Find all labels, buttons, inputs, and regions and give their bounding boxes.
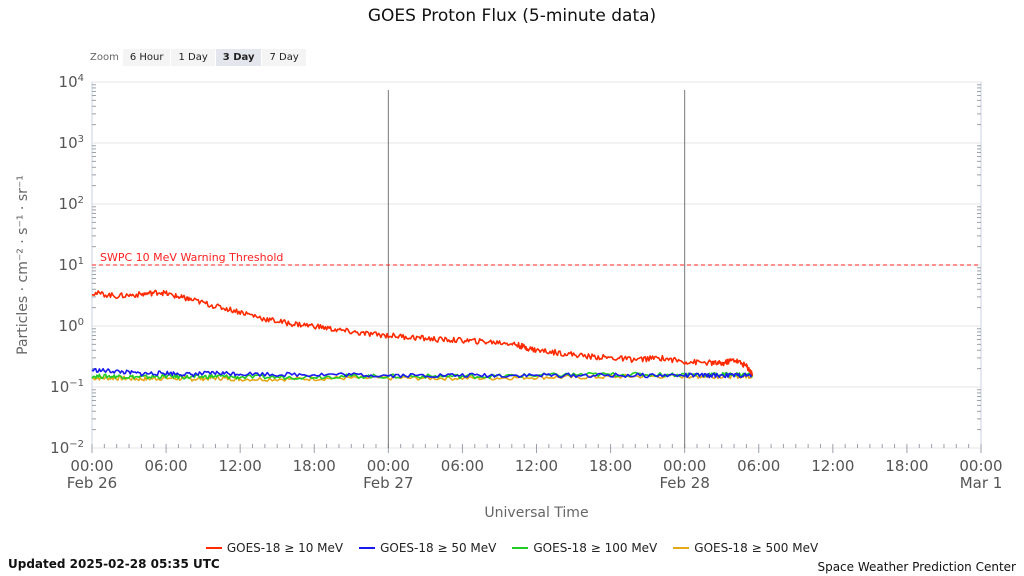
y-tick-label: 10−1 [50, 378, 84, 396]
zoom-7-day-button[interactable]: 7 Day [262, 49, 306, 66]
legend-item-10mev[interactable]: GOES-18 ≥ 10 MeV [205, 541, 344, 555]
legend-swatch-50mev [359, 547, 376, 549]
x-tick-date-label: Mar 1 [960, 474, 1003, 492]
legend-label-100mev: GOES-18 ≥ 100 MeV [533, 541, 658, 555]
legend-label-50mev: GOES-18 ≥ 50 MeV [380, 541, 497, 555]
updated-timestamp: Updated 2025-02-28 05:35 UTC [8, 557, 220, 571]
x-axis-title: Universal Time [484, 505, 588, 521]
x-tick-date-label: Feb 27 [363, 474, 413, 492]
x-tick-date-label: Feb 28 [659, 474, 709, 492]
y-tick-label: 104 [59, 73, 84, 91]
y-tick-label: 102 [59, 195, 84, 213]
zoom-1-day-button[interactable]: 1 Day [171, 49, 215, 66]
x-tick-time-label: 06:00 [441, 457, 484, 475]
legend-item-50mev[interactable]: GOES-18 ≥ 50 MeV [359, 541, 496, 555]
series-10mev-line [91, 289, 754, 376]
credit-text: Space Weather Prediction Center [817, 560, 1016, 574]
y-axis-title: Particles · cm⁻² · s⁻¹ · sr⁻¹ [15, 175, 31, 355]
x-tick-time-label: 00:00 [959, 457, 1002, 475]
legend-label-500mev: GOES-18 ≥ 500 MeV [694, 541, 819, 555]
x-tick-time-label: 18:00 [885, 457, 928, 475]
legend-label-10mev: GOES-18 ≥ 10 MeV [226, 541, 344, 555]
x-tick-time-label: 00:00 [70, 457, 113, 475]
zoom-label: Zoom [90, 52, 119, 63]
x-tick-time-label: 00:00 [367, 457, 410, 475]
x-tick-time-label: 12:00 [515, 457, 558, 475]
x-tick-time-label: 06:00 [737, 457, 780, 475]
zoom-3-day-button[interactable]: 3 Day [215, 49, 262, 66]
x-tick-time-label: 18:00 [589, 457, 632, 475]
y-tick-label: 101 [59, 256, 84, 274]
legend-swatch-10mev [205, 547, 222, 549]
legend-swatch-500mev [673, 547, 690, 549]
x-tick-date-label: Feb 26 [67, 474, 117, 492]
legend-item-500mev[interactable]: GOES-18 ≥ 500 MeV [673, 541, 818, 555]
y-tick-label: 10−2 [50, 439, 84, 457]
x-tick-time-label: 18:00 [293, 457, 336, 475]
y-tick-label: 100 [59, 317, 84, 335]
x-tick-time-label: 06:00 [144, 457, 187, 475]
chart-title: GOES Proton Flux (5-minute data) [367, 6, 657, 26]
warning-threshold-label: SWPC 10 MeV Warning Threshold [100, 251, 283, 264]
series-50mev-line [91, 367, 754, 379]
legend: GOES-18 ≥ 10 MeV GOES-18 ≥ 50 MeV GOES-1… [0, 541, 1024, 555]
zoom-bar: Zoom 6 Hour 1 Day 3 Day 7 Day [90, 49, 307, 66]
legend-item-100mev[interactable]: GOES-18 ≥ 100 MeV [512, 541, 657, 555]
x-tick-time-label: 12:00 [811, 457, 854, 475]
zoom-6-hour-button[interactable]: 6 Hour [122, 49, 171, 66]
y-tick-label: 103 [59, 134, 84, 152]
x-tick-time-label: 00:00 [663, 457, 706, 475]
legend-swatch-100mev [512, 547, 529, 549]
x-tick-time-label: 12:00 [219, 457, 262, 475]
